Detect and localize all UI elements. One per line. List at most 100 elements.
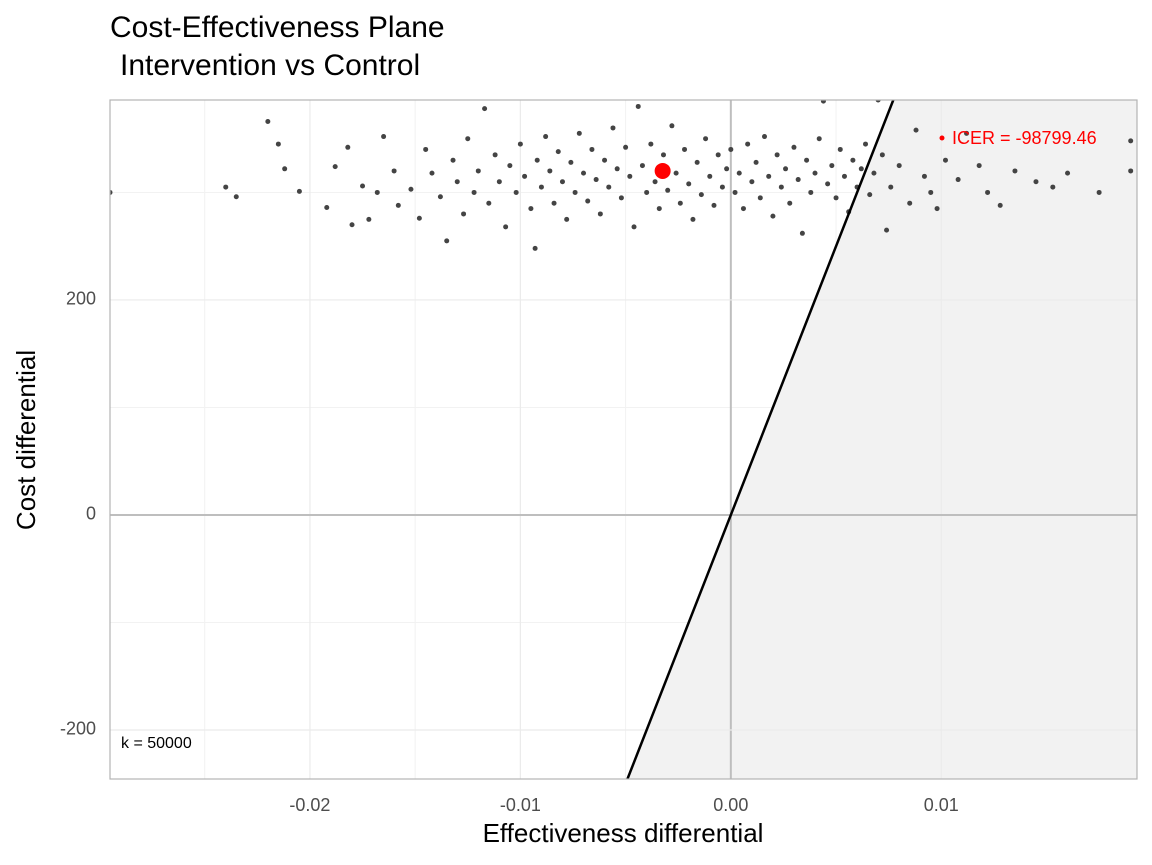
point [791, 144, 797, 150]
point [547, 168, 553, 174]
point [391, 168, 397, 174]
point [296, 188, 302, 194]
point [907, 200, 913, 206]
point [635, 103, 641, 109]
point [774, 152, 780, 158]
point [698, 192, 704, 198]
y-axis-title: Cost differential [11, 350, 41, 530]
point [762, 134, 768, 140]
point [503, 224, 509, 230]
point [461, 211, 467, 217]
point [921, 173, 927, 179]
point [879, 152, 885, 158]
point [766, 173, 772, 179]
point [492, 152, 498, 158]
point [568, 159, 574, 165]
panel-marks: ICER = -98799.46 [110, 100, 1134, 779]
point [614, 166, 620, 172]
point [482, 106, 488, 112]
point [496, 179, 502, 185]
point [787, 200, 793, 206]
point [507, 163, 513, 169]
point [538, 184, 544, 190]
point [555, 149, 561, 155]
point [858, 166, 864, 172]
point [416, 215, 422, 221]
point [522, 173, 528, 179]
wtp-label: k = 50000 [121, 735, 192, 752]
point [465, 136, 471, 142]
point [623, 144, 629, 150]
point [528, 206, 534, 212]
x-axis-title: Effectiveness differential [483, 818, 764, 848]
point [669, 123, 675, 129]
point [627, 173, 633, 179]
point [233, 194, 239, 200]
point [534, 157, 540, 163]
point [804, 157, 810, 163]
y-tick-label: -200 [60, 719, 96, 739]
point [728, 146, 734, 152]
point [639, 163, 645, 169]
point [913, 127, 919, 133]
point [572, 189, 578, 195]
point [997, 202, 1003, 208]
point [783, 166, 789, 172]
point [816, 136, 822, 142]
point [532, 245, 538, 251]
point [660, 152, 666, 158]
point [694, 159, 700, 165]
point [1128, 168, 1134, 174]
chart-subtitle: Intervention vs Control [120, 49, 420, 82]
point [576, 130, 582, 136]
point [749, 179, 755, 185]
point [606, 184, 612, 190]
point [475, 168, 481, 174]
point [648, 141, 654, 147]
point [707, 173, 713, 179]
point [408, 186, 414, 192]
point [690, 216, 696, 222]
point [736, 170, 742, 176]
point [778, 184, 784, 190]
point [875, 100, 881, 103]
point [955, 177, 961, 183]
point [682, 146, 688, 152]
mean-point [654, 162, 671, 179]
point [423, 146, 429, 152]
point [450, 157, 456, 163]
point [976, 163, 982, 169]
point [1033, 179, 1039, 185]
point [1050, 184, 1056, 190]
point [867, 192, 873, 198]
point [513, 189, 519, 195]
point [454, 179, 460, 185]
point [711, 202, 717, 208]
point [444, 238, 450, 244]
point [631, 224, 637, 230]
point [517, 141, 523, 147]
point [581, 170, 587, 176]
x-tick-label: -0.02 [289, 795, 330, 815]
axes: -0.02 -0.01 0.00 0.01 -200 0 200 k = 50000 [60, 99, 1138, 815]
point [656, 206, 662, 212]
point [1012, 168, 1018, 174]
x-tick-label: 0.01 [924, 795, 959, 815]
point [673, 170, 679, 176]
point [395, 202, 401, 208]
point [366, 216, 372, 222]
point [757, 195, 763, 201]
point [686, 181, 692, 187]
point [833, 195, 839, 201]
point [703, 136, 709, 142]
point [1096, 189, 1102, 195]
point [589, 146, 595, 152]
point [745, 141, 751, 147]
point [381, 134, 387, 140]
point [345, 144, 351, 150]
point [928, 189, 934, 195]
point [888, 184, 894, 190]
point [559, 179, 565, 185]
icer-label: ICER = -98799.46 [952, 128, 1097, 148]
